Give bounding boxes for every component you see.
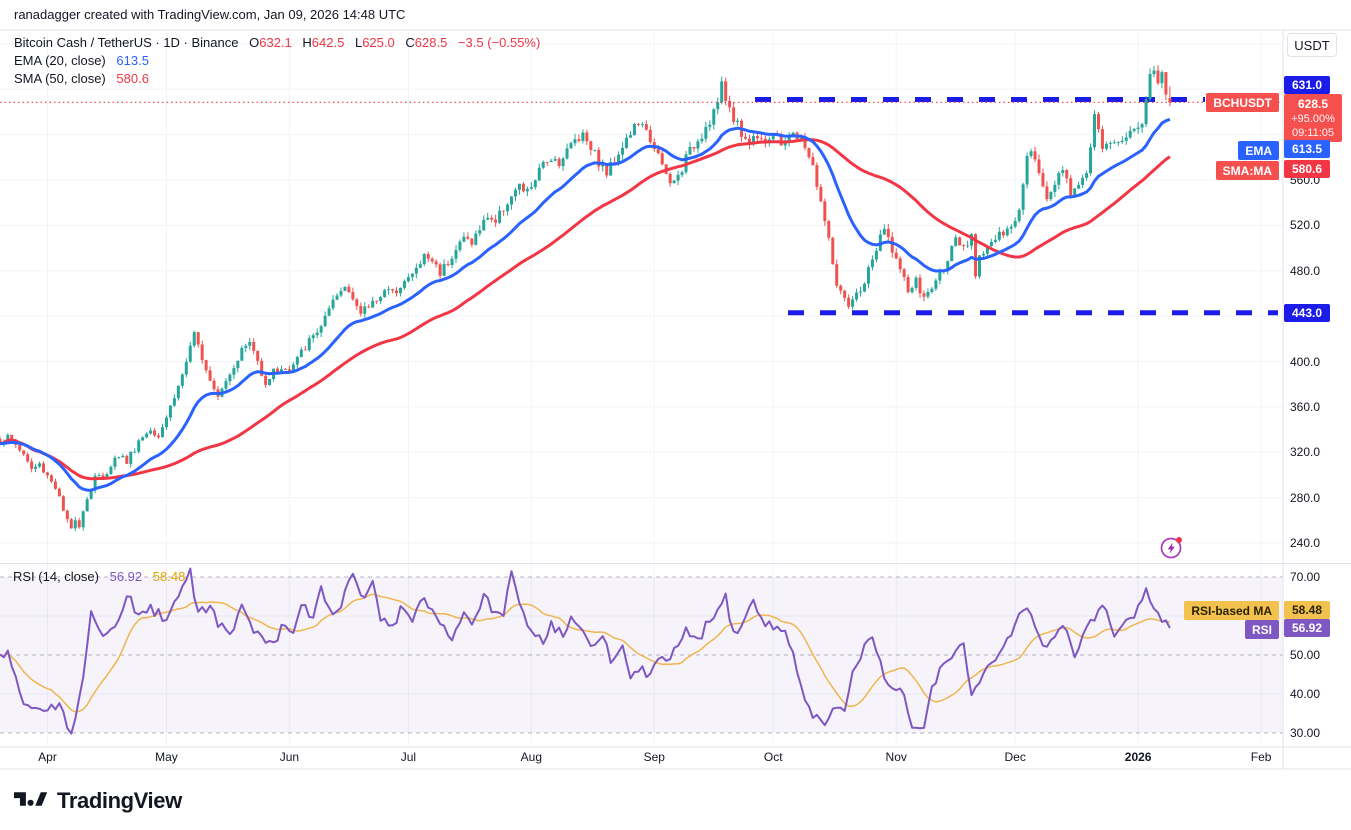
time-tick-label: Aug [520, 750, 543, 764]
symbol-legend-row[interactable]: Bitcoin Cash / TetherUS · 1D · Binance O… [14, 34, 540, 51]
ohlc-high-label: H [302, 35, 312, 50]
time-tick-label: Apr [38, 750, 57, 764]
sma-legend-row[interactable]: SMA (50, close) 580.6 [14, 70, 540, 87]
time-tick-label: Sep [643, 750, 665, 764]
brand-mark-icon [14, 787, 48, 816]
sma-value: 580.6 [116, 71, 149, 86]
symbol-price-label[interactable]: BCHUSDT [1206, 93, 1279, 112]
time-tick-label: Jul [400, 750, 417, 764]
time-tick-label: Feb [1250, 750, 1272, 764]
price-tick-label: 480.0 [1290, 263, 1321, 278]
time-tick-label: Oct [763, 750, 783, 764]
ohlc-open-label: O [249, 35, 260, 50]
support-price-badge: 443.0 [1284, 304, 1330, 322]
rsi-series-label[interactable]: RSI [1244, 620, 1279, 639]
attribution-text: ranadagger created with TradingView.com,… [14, 7, 406, 22]
rsi-line[interactable] [0, 567, 1171, 735]
price-tick-label: 520.0 [1290, 218, 1321, 233]
rsi-label: RSI (14, close) [13, 569, 99, 584]
sma-series-label[interactable]: SMA:MA [1215, 161, 1279, 180]
time-tick-label: Nov [885, 750, 907, 764]
ohlc-low-label: L [354, 35, 363, 50]
time-tick-label: Jun [279, 750, 300, 764]
rsi-value: 56.92 [109, 569, 143, 584]
ema-price-badge: 613.5 [1284, 140, 1330, 158]
ema-series-label[interactable]: EMA [1238, 141, 1279, 160]
ema-label: EMA (20, close) [14, 53, 106, 68]
price-tick-label: 280.0 [1290, 490, 1321, 505]
time-tick-label: May [155, 750, 178, 764]
tradingview-logo[interactable]: TradingView [14, 785, 182, 817]
sma-line[interactable] [0, 138, 1171, 481]
sma-price-badge: 580.6 [1284, 160, 1330, 178]
rsi-ma-value-badge: 58.48 [1284, 601, 1330, 619]
rsi-legend-row[interactable]: RSI (14, close) 56.92 58.48 [13, 569, 185, 584]
time-tick-label: Dec [1004, 750, 1026, 764]
ohlc-close-label: C [405, 35, 415, 50]
rsi-ma-series-label[interactable]: RSI-based MA [1184, 601, 1279, 620]
rsi-tick-label: 40.00 [1290, 687, 1321, 701]
ema-legend-row[interactable]: EMA (20, close) 613.5 [14, 52, 540, 69]
rsi-value-badge: 56.92 [1284, 619, 1330, 637]
ema-line[interactable] [0, 117, 1171, 492]
last-price-badge: 628.5 +95.00% 09:11:05 [1284, 94, 1342, 142]
panel-separators [0, 29, 1351, 770]
sma-label: SMA (50, close) [14, 71, 106, 86]
brand-name: TradingView [57, 788, 182, 813]
bar-countdown-value: 09:11:05 [1291, 126, 1334, 139]
spark-icon[interactable] [1158, 533, 1186, 561]
rsi-tick-label: 70.00 [1290, 570, 1321, 584]
chart-legend: Bitcoin Cash / TetherUS · 1D · Binance O… [14, 34, 540, 88]
ohlc-low-value: 625.0 [362, 35, 395, 50]
last-price-value: 628.5 [1297, 96, 1329, 111]
time-tick-label: 2026 [1124, 750, 1152, 764]
ema-value: 613.5 [116, 53, 149, 68]
ohlc-close-value: 628.5 [414, 35, 448, 50]
ohlc-open-value: 632.1 [259, 35, 292, 50]
rsi-tick-label: 30.00 [1290, 726, 1321, 740]
rsi-ma-value: 58.48 [152, 569, 186, 584]
price-tick-label: 360.0 [1290, 399, 1321, 414]
ohlc-high-value: 642.5 [311, 35, 345, 50]
resistance-price-badge: 631.0 [1284, 76, 1330, 94]
change-value: −3.5 (−0.55%) [457, 35, 541, 50]
price-tick-label: 400.0 [1290, 354, 1321, 369]
price-tick-label: 240.0 [1290, 536, 1321, 550]
rsi-tick-label: 50.00 [1290, 648, 1321, 662]
currency-toggle-button[interactable]: USDT [1287, 33, 1337, 57]
symbol-title: Bitcoin Cash / TetherUS · 1D · Binance [14, 35, 239, 50]
price-tick-label: 320.0 [1290, 445, 1321, 460]
gain-percent-value: +95.00% [1291, 112, 1335, 125]
price-level-lines[interactable] [755, 96, 1278, 316]
